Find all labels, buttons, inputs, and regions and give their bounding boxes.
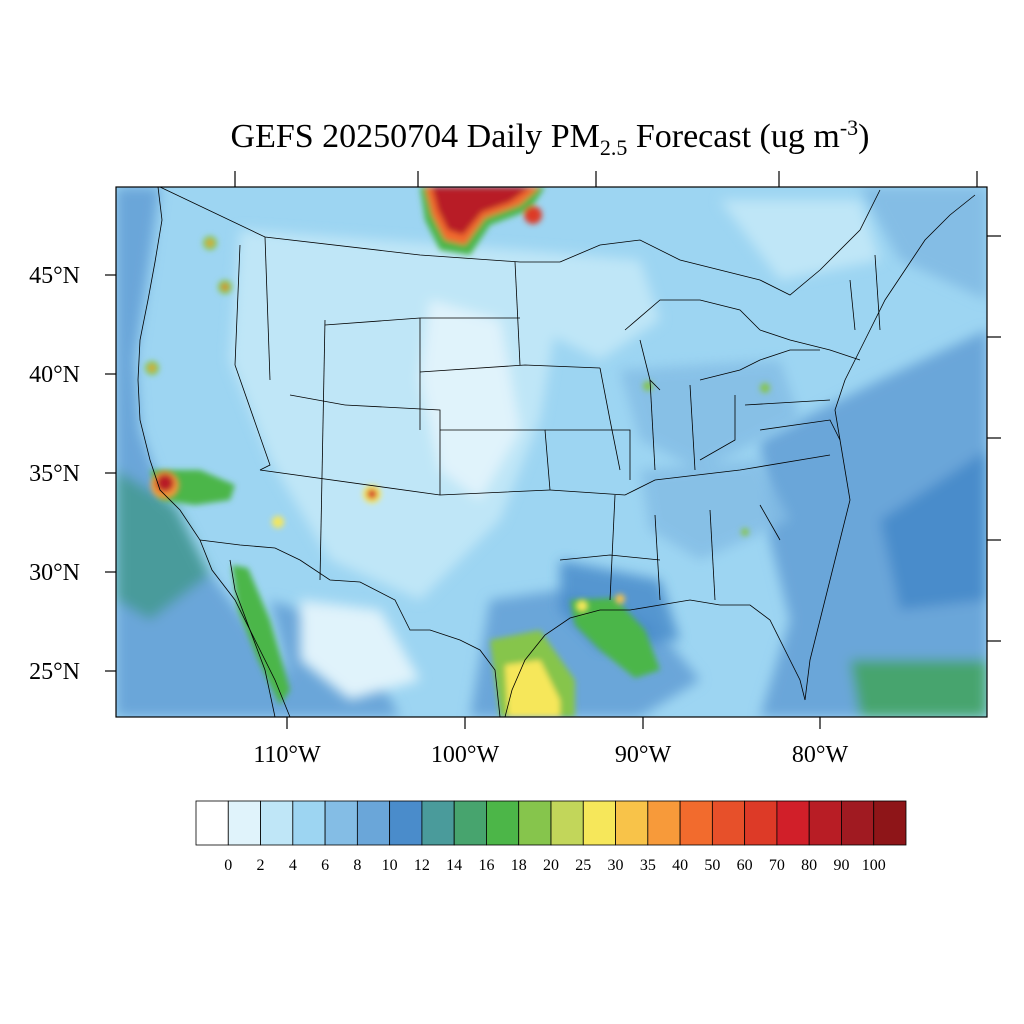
title-prefix: GEFS 20250704 Daily PM [231,118,600,155]
colorbar-swatch [356,800,391,846]
map-ticks [105,171,1001,729]
colorbar-swatch [324,800,358,846]
colorbar-label: 30 [608,857,624,874]
colorbar-label: 90 [833,857,849,874]
colorbar-swatch [873,800,907,846]
colorbar-label: 10 [382,857,398,874]
lat-label: 35°N [29,461,80,487]
colorbar-swatch [550,800,584,846]
lat-label: 30°N [29,560,80,586]
colorbar-swatch [260,800,294,846]
map-boundaries [137,187,976,717]
colorbar-label: 4 [289,857,297,874]
colorbar-label: 50 [704,857,720,874]
colorbar-label: 12 [414,857,430,874]
lat-label: 25°N [29,659,80,685]
colorbar-swatch [776,800,810,846]
colorbar-swatch [227,800,261,846]
title-suffix: Forecast (ug m [627,118,839,155]
colorbar-swatch [841,800,875,846]
colorbar-swatch [647,800,681,846]
lat-label: 40°N [29,362,80,388]
colorbar-swatch [518,800,552,846]
map-frame [115,186,988,718]
colorbar-swatch [808,800,842,846]
title-close: ) [858,118,869,155]
colorbar-label: 8 [353,857,361,874]
latitude-labels: 45°N 40°N 35°N 30°N 25°N [29,263,80,685]
colorbar-label: 6 [321,857,329,874]
colorbar-label: 0 [224,857,232,874]
colorbar-swatch [744,800,778,846]
title-subscript: 2.5 [600,135,628,160]
lon-label: 100°W [431,742,500,768]
colorbar-swatch [453,800,487,846]
lon-label: 90°W [615,742,672,768]
colorbar-label: 35 [640,857,656,874]
colorbar-label: 60 [737,857,753,874]
colorbar-label: 18 [511,857,527,874]
longitude-labels: 110°W 100°W 90°W 80°W [253,742,848,768]
colorbar-label: 70 [769,857,785,874]
title-superscript: -3 [840,115,858,140]
colorbar-label: 80 [801,857,817,874]
colorbar-swatch [195,800,229,846]
colorbar-swatch [486,800,520,846]
colorbar-swatch [615,800,649,846]
colorbar: 0 2 4 6 8 10 12 14 16 18 20 25 30 35 40 50 60 70 80 90 100 [195,800,907,874]
colorbar-label: 20 [543,857,559,874]
lat-label: 45°N [29,263,80,289]
colorbar-label: 25 [575,857,591,874]
lon-label: 110°W [253,742,321,768]
pm25-field [116,187,987,717]
colorbar-swatch [711,800,746,846]
lon-label: 80°W [792,742,849,768]
colorbar-label: 14 [446,857,462,874]
colorbar-label: 2 [257,857,265,874]
colorbar-swatch [389,800,423,846]
colorbar-swatch [582,800,616,846]
colorbar-swatch [679,800,713,846]
colorbar-label: 100 [862,857,886,874]
map-title: GEFS 20250704 Daily PM2.5 Forecast (ug m… [231,115,870,160]
colorbar-label: 40 [672,857,688,874]
colorbar-swatch [421,800,455,846]
colorbar-label: 16 [478,857,494,874]
colorbar-swatch [292,800,326,846]
